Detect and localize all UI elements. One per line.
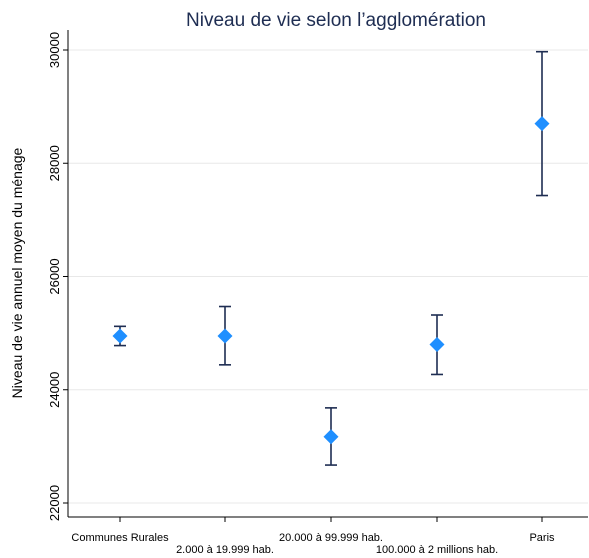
y-tick-label-28000: 28000 [47,145,62,181]
y-tick-label-30000: 30000 [47,32,62,68]
x-tick-label-2: 2.000 à 19.999 hab. [176,544,274,556]
data-points [112,116,550,445]
y-tick-label-26000: 26000 [47,258,62,294]
y-tick-label-22000: 22000 [47,485,62,521]
chart-title: Niveau de vie selon l’agglomération [186,10,486,31]
y-axis-label: Niveau de vie annuel moyen du ménage [9,147,25,398]
x-tick-label-1: Communes Rurales [71,532,169,544]
data-point-4 [429,336,445,352]
error-bars [114,50,548,466]
data-point-2 [217,328,233,344]
data-point-1 [112,328,128,344]
y-ticks: 22000 24000 26000 28000 30000 [47,32,68,521]
x-tick-label-5: Paris [529,532,555,544]
data-point-3 [323,429,339,445]
grid [68,49,588,504]
data-point-5 [534,116,550,132]
x-ticks: Communes Rurales 2.000 à 19.999 hab. 20.00… [71,517,555,556]
x-tick-label-3: 20.000 à 99.999 hab. [279,532,383,544]
x-tick-label-4: 100.000 à 2 millions hab. [376,544,498,556]
y-tick-label-24000: 24000 [47,372,62,408]
